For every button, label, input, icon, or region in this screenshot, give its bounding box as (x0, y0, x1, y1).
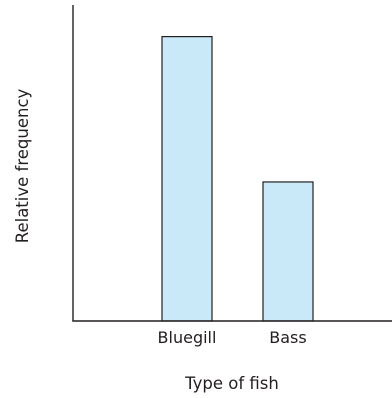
x-tick-label-bluegill: Bluegill (158, 328, 217, 347)
x-axis-title: Type of fish (184, 374, 279, 393)
bar-bass (262, 181, 314, 322)
x-tick-label-bass: Bass (269, 328, 306, 347)
bars-group (161, 35, 314, 322)
y-axis-title: Relative frequency (13, 88, 32, 243)
bar-bluegill (161, 35, 213, 322)
x-tick-labels: Bluegill Bass (158, 328, 307, 347)
